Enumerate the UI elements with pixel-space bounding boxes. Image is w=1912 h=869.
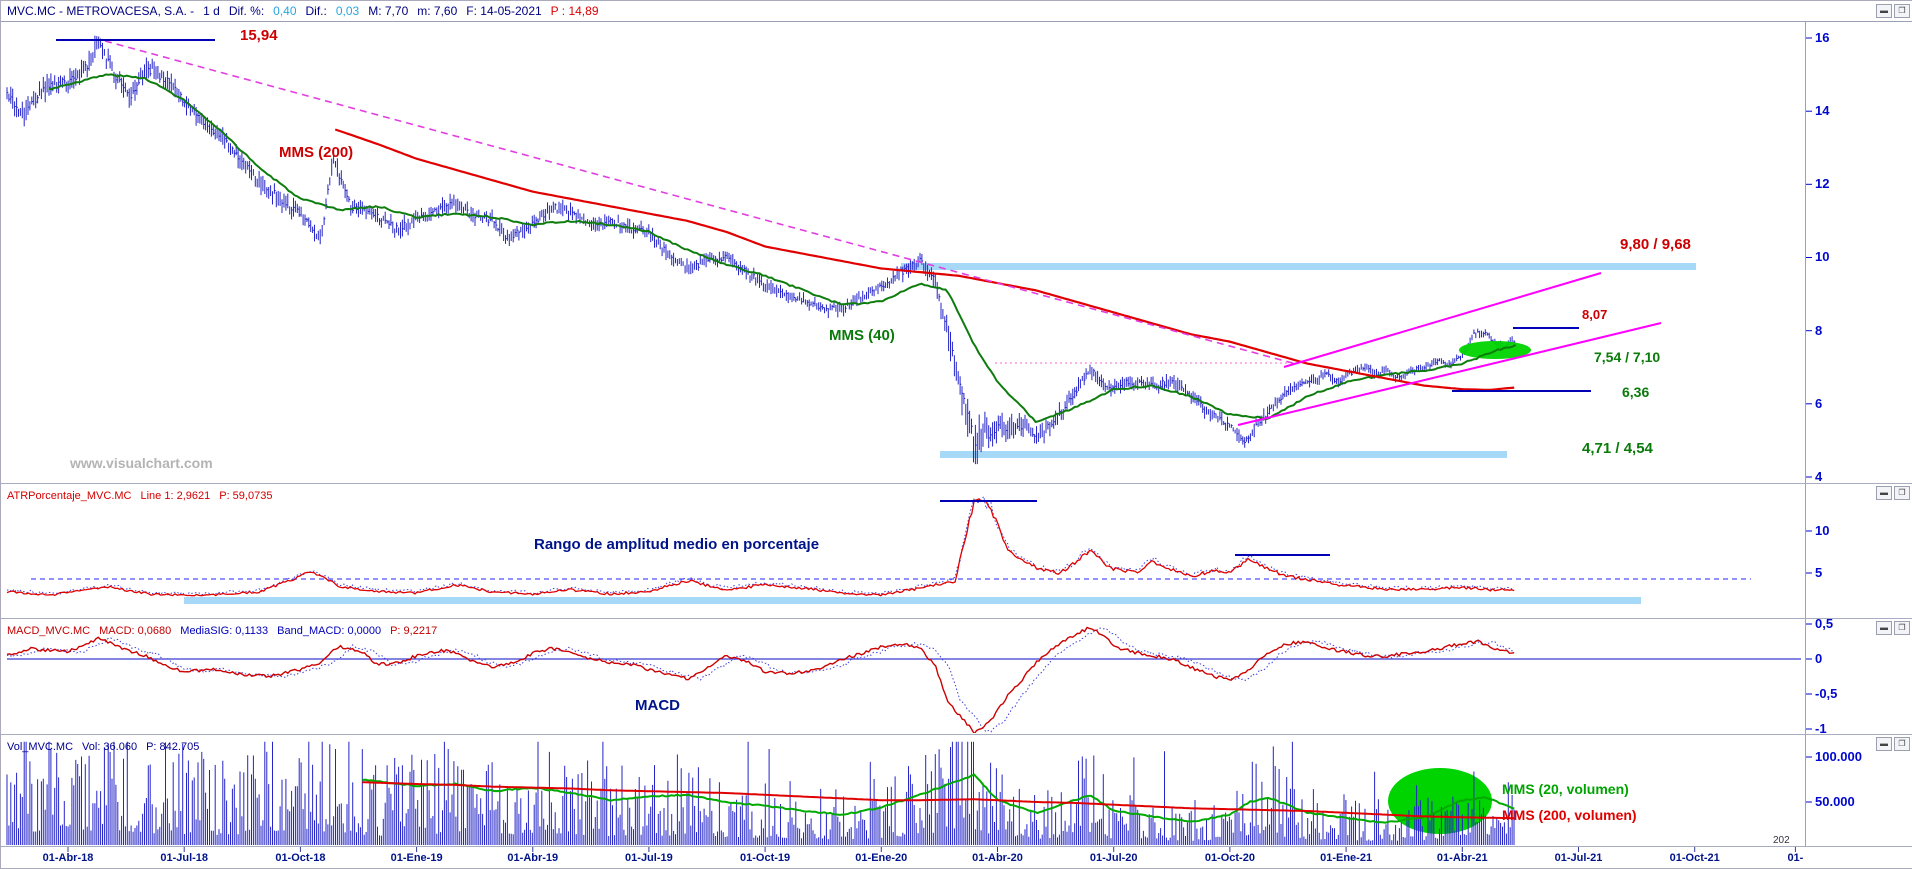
atr-pane[interactable] bbox=[6, 495, 1751, 605]
macd-pane[interactable] bbox=[6, 626, 1801, 734]
resistance-label: 9,80 / 9,68 bbox=[1620, 236, 1691, 253]
date-label: 01-Oct-21 bbox=[1669, 852, 1720, 864]
instrument-name: MVC.MC - METROVACESA, S.A. - bbox=[7, 4, 195, 18]
pane-3-window-buttons: ▬❐✕ bbox=[1876, 737, 1912, 751]
atr-axis-label: 5 bbox=[1815, 565, 1823, 580]
macd-header-value: MACD: 0,0680 bbox=[99, 625, 172, 637]
macd-caption: MACD bbox=[635, 697, 680, 714]
zone-754-710-label: 7,54 / 7,10 bbox=[1594, 349, 1661, 365]
pane-1-window-buttons: ▬❐✕ bbox=[1876, 486, 1912, 500]
minimize-button[interactable]: ▬ bbox=[1876, 621, 1892, 635]
atr-header-value: ATRPorcentaje_MVC.MC bbox=[7, 490, 132, 502]
volume-header-value: Vol_MVC.MC bbox=[7, 741, 74, 753]
panel-separator-volume[interactable] bbox=[1, 734, 1912, 735]
level-807-label: 8,07 bbox=[1582, 307, 1608, 322]
panel-separator-atr[interactable] bbox=[1, 483, 1912, 484]
volume-pane[interactable] bbox=[6, 741, 1515, 846]
chart-window-title-bar: MVC.MC - METROVACESA, S.A. - 1 d Dif. %: 0,… bbox=[1, 1, 1912, 22]
diff-pct-label: Dif. %: bbox=[228, 4, 265, 18]
panel-separator-xaxis bbox=[1, 846, 1912, 847]
volume-header-value: P: 842.705 bbox=[146, 741, 200, 753]
price-axis-label: 6 bbox=[1815, 395, 1823, 411]
vol-mms200-label: MMS (200, volumen) bbox=[1502, 807, 1637, 823]
atr-panel-header: ATRPorcentaje_MVC.MC Line 1: 2,9621 P: 59,… bbox=[7, 486, 281, 504]
axis-separator bbox=[1805, 22, 1806, 846]
date-value: F: 14-05-2021 bbox=[466, 4, 542, 18]
level-636-label: 6,36 bbox=[1622, 384, 1650, 400]
minimize-button[interactable]: ▬ bbox=[1876, 737, 1892, 751]
atr-axis-label: 10 bbox=[1815, 523, 1830, 538]
timeframe: 1 d bbox=[203, 4, 220, 18]
macd-axis-label: 0,5 bbox=[1815, 616, 1834, 631]
mms40-label: MMS (40) bbox=[829, 327, 895, 344]
pane-2-window-buttons: ▬❐✕ bbox=[1876, 621, 1912, 635]
date-label: 01-Oct-18 bbox=[275, 852, 326, 864]
time-axis[interactable]: 01-Abr-18 01-Jul-18 01-Oct-18 01-Ene-19 01-A… bbox=[1, 847, 1805, 868]
restore-button[interactable]: ❐ bbox=[1894, 737, 1910, 751]
price-axis-label: 4 bbox=[1815, 468, 1823, 484]
partial-year-label: 202 bbox=[1773, 835, 1790, 846]
diff-pct-value: 0,40 bbox=[273, 4, 297, 18]
price-axis-label: 16 bbox=[1815, 30, 1830, 45]
macd-header-value: Band_MACD: 0,0000 bbox=[277, 625, 382, 637]
restore-button[interactable]: ❐ bbox=[1894, 621, 1910, 635]
macd-axis-label: 0 bbox=[1815, 651, 1823, 666]
macd-header-value: P: 9,2217 bbox=[390, 625, 438, 637]
min-value: m: 7,60 bbox=[417, 4, 458, 18]
restore-button[interactable]: ❐ bbox=[1894, 4, 1910, 18]
volume-header-value: Vol: 36.060 bbox=[82, 741, 138, 753]
restore-button[interactable]: ❐ bbox=[1894, 486, 1910, 500]
date-label: 01-Ene-19 bbox=[390, 852, 443, 864]
mms200-label: MMS (200) bbox=[279, 144, 354, 161]
macd-axis-label: -0,5 bbox=[1815, 686, 1838, 701]
date-label: 01- bbox=[1787, 852, 1804, 864]
support-label: 4,71 / 4,54 bbox=[1582, 440, 1653, 457]
date-label: 01-Ene-21 bbox=[1320, 852, 1373, 864]
price-axis-label: 10 bbox=[1815, 249, 1830, 265]
p-value: P : 14,89 bbox=[550, 4, 599, 18]
pane-0-window-buttons: ▬❐✕ bbox=[1876, 4, 1912, 18]
minimize-button[interactable]: ▬ bbox=[1876, 4, 1892, 18]
price-pane[interactable] bbox=[6, 35, 1696, 465]
instrument-title: MVC.MC - METROVACESA, S.A. - 1 d Dif. %: 0,… bbox=[7, 4, 608, 18]
price-axis-label: 8 bbox=[1815, 322, 1823, 338]
date-label: 01-Jul-19 bbox=[625, 852, 673, 864]
atr-caption: Rango de amplitud medio en porcentaje bbox=[534, 536, 820, 553]
date-label: 01-Oct-20 bbox=[1204, 852, 1255, 864]
date-label: 01-Jul-21 bbox=[1554, 852, 1603, 864]
macd-axis-label: -1 bbox=[1815, 721, 1827, 736]
diff-label: Dif.: bbox=[305, 4, 327, 18]
panel-separator-macd[interactable] bbox=[1, 618, 1912, 619]
date-label: 01-Abr-18 bbox=[42, 852, 94, 864]
date-label: 01-Abr-19 bbox=[507, 852, 559, 864]
volume-axis-label: 50.000 bbox=[1815, 794, 1855, 809]
price-axis-label: 14 bbox=[1815, 103, 1830, 119]
date-label: 01-Ene-20 bbox=[855, 852, 908, 864]
macd-panel-header: MACD_MVC.MC MACD: 0,0680 MediaSIG: 0,1133 B… bbox=[7, 621, 446, 639]
watermark: www.visualchart.com bbox=[70, 455, 213, 471]
minimize-button[interactable]: ▬ bbox=[1876, 486, 1892, 500]
diff-value: 0,03 bbox=[335, 4, 360, 18]
date-label: 01-Abr-20 bbox=[972, 852, 1023, 864]
atr-header-value: P: 59,0735 bbox=[219, 490, 273, 502]
volume-panel-header: Vol_MVC.MC Vol: 36.060 P: 842.705 bbox=[7, 737, 208, 755]
macd-header-value: MACD_MVC.MC bbox=[7, 625, 91, 637]
date-label: 01-Abr-21 bbox=[1436, 852, 1488, 864]
price-axis-label: 12 bbox=[1815, 176, 1830, 192]
axis-ticks bbox=[67, 37, 1812, 852]
date-label: 01-Jul-18 bbox=[160, 852, 209, 864]
max-value: M: 7,70 bbox=[368, 4, 409, 18]
peak-level-label: 15,94 bbox=[240, 27, 278, 44]
macd-header-value: MediaSIG: 0,1133 bbox=[180, 625, 269, 637]
date-label: 01-Oct-19 bbox=[740, 852, 791, 864]
vol-mms20-label: MMS (20, volumen) bbox=[1502, 781, 1629, 797]
volume-axis-label: 100.000 bbox=[1815, 749, 1862, 764]
date-label: 01-Jul-20 bbox=[1089, 852, 1138, 864]
atr-header-value: Line 1: 2,9621 bbox=[140, 490, 211, 502]
